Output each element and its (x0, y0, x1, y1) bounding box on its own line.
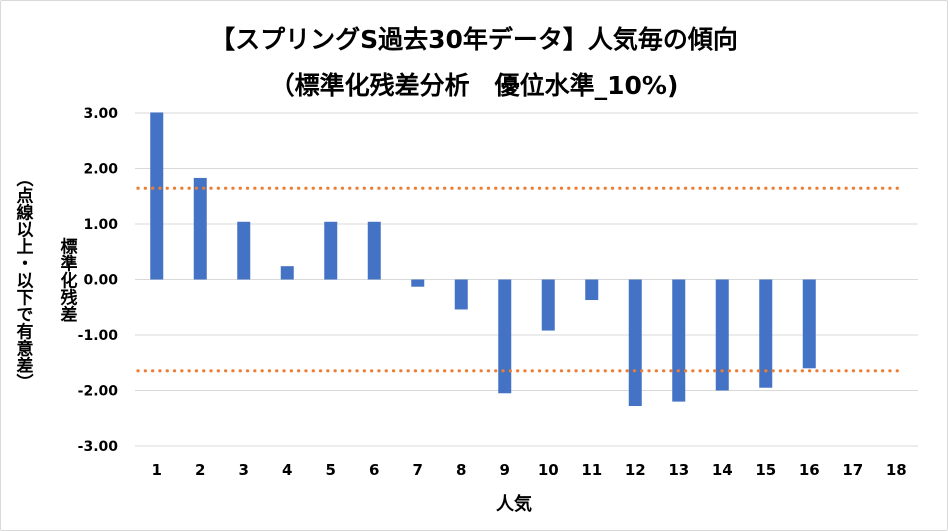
x-tick-label: 17 (842, 461, 863, 479)
x-tick-label: 11 (581, 461, 602, 479)
x-tick-label: 3 (239, 461, 249, 479)
y-tick-label: 1.00 (83, 217, 118, 233)
bar (802, 279, 816, 369)
x-tick-label: 16 (799, 461, 820, 479)
bar (759, 279, 773, 388)
bar (672, 279, 686, 402)
bar (715, 279, 729, 391)
x-tick-label: 7 (413, 461, 423, 479)
x-tick-label: 6 (369, 461, 379, 479)
bar (411, 279, 425, 287)
chart-title-line1: 【スプリングS過去30年データ】人気毎の傾向 (210, 25, 738, 54)
x-tick-label: 2 (195, 461, 205, 479)
x-tick-label: 4 (282, 461, 292, 479)
x-tick-label: 14 (712, 461, 733, 479)
y-tick-label: -3.00 (78, 439, 119, 455)
y-tick-label: 0.00 (83, 273, 118, 289)
x-tick-label: 5 (326, 461, 336, 479)
bar (541, 279, 555, 331)
y-tick-label: -2.00 (78, 384, 119, 400)
y-tick-label: 2.00 (83, 162, 118, 178)
bar (280, 266, 294, 280)
bar (150, 112, 164, 280)
bar (628, 279, 642, 407)
x-tick-label: 9 (500, 461, 510, 479)
x-axis-label: 人気 (496, 494, 532, 515)
y-tick-label: 3.00 (83, 106, 118, 122)
bar (367, 221, 381, 280)
bar (193, 177, 207, 280)
x-tick-label: 1 (152, 461, 162, 479)
x-tick-label: 18 (886, 461, 907, 479)
bar (498, 279, 512, 394)
bar (585, 279, 599, 301)
y-axis-label: 標準化残差 (56, 237, 77, 323)
y-tick-label: -1.00 (78, 328, 119, 344)
bar (324, 221, 338, 280)
bar (454, 279, 468, 310)
y-axis-note: （点線以上・以下で有意差） (12, 169, 33, 391)
x-tick-label: 15 (755, 461, 776, 479)
x-tick-label: 10 (538, 461, 559, 479)
x-tick-label: 8 (456, 461, 466, 479)
x-tick-label: 12 (625, 461, 646, 479)
x-tick-label: 13 (668, 461, 689, 479)
chart-title-line2: （標準化残差分析 優位水準_10%) (269, 71, 679, 100)
bar (237, 221, 251, 280)
